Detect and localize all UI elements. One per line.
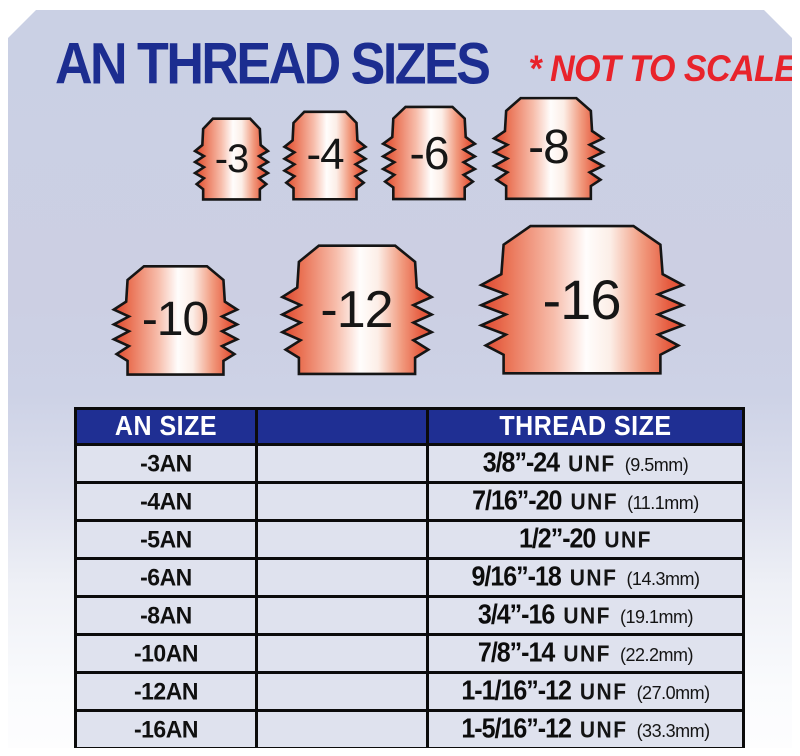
- table-row: -6AN 9/16”-18 UNF (14.3mm): [76, 559, 744, 597]
- thread-fraction: 3/4”-16: [477, 599, 555, 631]
- table-row: -8AN 3/4”-16 UNF (19.1mm): [76, 597, 744, 635]
- thread-standard: UNF: [570, 490, 619, 515]
- thread-mm-equivalent: (14.3mm): [626, 569, 700, 589]
- col-header-spacer: [256, 409, 427, 445]
- fitting-dash-16: -16: [470, 223, 694, 378]
- thread-standard: UNF: [569, 566, 618, 591]
- thread-standard: UNF: [604, 528, 652, 553]
- thread-fraction: 3/8”-24: [482, 447, 560, 479]
- background-panel: AN THREAD SIZES * NOT TO SCALE * -3 -4 -6-…: [8, 10, 792, 748]
- an-thread-size-table: AN SIZE THREAD SIZE -3AN 3/8”-24 UNF (9.5mm…: [74, 407, 745, 750]
- thread-mm-equivalent: (11.1mm): [627, 493, 699, 513]
- thread-mm-equivalent: (27.0mm): [636, 683, 710, 703]
- table-row: -16AN 1-5/16”-12 UNF (33.3mm): [76, 711, 744, 749]
- fitting-label: -12: [320, 280, 393, 339]
- thread-mm-equivalent: (9.5mm): [624, 455, 689, 475]
- thread-size-cell: 3/4”-16 UNF (19.1mm): [427, 597, 743, 635]
- an-size-cell: -16AN: [76, 711, 257, 749]
- spacer-cell: [256, 635, 427, 673]
- thread-fraction: 1-5/16”-12: [461, 713, 571, 745]
- fitting-label: -8: [528, 121, 569, 175]
- thread-fraction: 1-1/16”-12: [461, 675, 571, 707]
- table-row: -10AN 7/8”-14 UNF (22.2mm): [76, 635, 744, 673]
- thread-standard: UNF: [568, 452, 616, 477]
- spacer-cell: [256, 483, 427, 521]
- thread-fraction: 7/16”-20: [472, 485, 562, 517]
- not-to-scale-note: * NOT TO SCALE *: [528, 48, 800, 90]
- thread-fraction: 7/8”-14: [477, 637, 555, 669]
- table-row: -12AN 1-1/16”-12 UNF (27.0mm): [76, 673, 744, 711]
- thread-standard: UNF: [579, 718, 628, 743]
- thread-standard: UNF: [579, 680, 628, 705]
- fitting-shape: [107, 264, 244, 378]
- table-header: AN SIZE THREAD SIZE: [76, 409, 744, 445]
- thread-size-cell: 1-1/16”-12 UNF (27.0mm): [427, 673, 743, 711]
- thread-size-cell: 1-5/16”-12 UNF (33.3mm): [427, 711, 743, 749]
- thread-size-cell: 1/2”-20 UNF: [427, 521, 743, 559]
- fitting-dash-3: -3: [191, 117, 272, 202]
- an-size-cell: -4AN: [76, 483, 257, 521]
- an-size-cell: -3AN: [76, 445, 257, 483]
- thread-size-cell: 9/16”-18 UNF (14.3mm): [427, 559, 743, 597]
- fitting-label: -16: [542, 267, 621, 331]
- col-header-thread-size: THREAD SIZE: [427, 409, 743, 445]
- thread-mm-equivalent: (22.2mm): [619, 645, 693, 665]
- fittings-row-small: -3 -4 -6 -8: [8, 96, 792, 202]
- thread-fraction: 9/16”-18: [471, 561, 561, 593]
- spacer-cell: [256, 445, 427, 483]
- fitting-label: -3: [214, 136, 249, 181]
- an-size-cell: -10AN: [76, 635, 257, 673]
- an-size-cell: -6AN: [76, 559, 257, 597]
- fitting-shape: [470, 223, 694, 378]
- fitting-dash-12: -12: [274, 243, 440, 378]
- an-size-cell: -5AN: [76, 521, 257, 559]
- fitting-dash-8: -8: [488, 96, 609, 202]
- fittings-row-large: -10 -12 -16: [8, 223, 792, 378]
- fitting-dash-10: -10: [107, 264, 244, 378]
- thread-size-cell: 3/8”-24 UNF (9.5mm): [427, 445, 743, 483]
- table-row: -4AN 7/16”-20 UNF (11.1mm): [76, 483, 744, 521]
- an-size-cell: -8AN: [76, 597, 257, 635]
- table-row: -5AN 1/2”-20 UNF: [76, 521, 744, 559]
- spacer-cell: [256, 711, 427, 749]
- col-header-an-size: AN SIZE: [76, 409, 257, 445]
- fitting-shape: [280, 110, 370, 202]
- thread-size-cell: 7/16”-20 UNF (11.1mm): [427, 483, 743, 521]
- table-row: -3AN 3/8”-24 UNF (9.5mm): [76, 445, 744, 483]
- thread-standard: UNF: [563, 604, 611, 629]
- fitting-label: -4: [306, 130, 344, 180]
- page-title: AN THREAD SIZES: [55, 32, 489, 97]
- an-size-cell: -12AN: [76, 673, 257, 711]
- thread-mm-equivalent: (33.3mm): [636, 721, 710, 741]
- spacer-cell: [256, 521, 427, 559]
- fitting-shape: [378, 105, 480, 202]
- thread-mm-equivalent: (19.1mm): [619, 607, 693, 627]
- spacer-cell: [256, 559, 427, 597]
- fitting-shape: [274, 243, 440, 378]
- fitting-shape: [488, 96, 609, 202]
- spacer-cell: [256, 597, 427, 635]
- fitting-dash-6: -6: [378, 105, 480, 202]
- spacer-cell: [256, 673, 427, 711]
- thread-fraction: 1/2”-20: [518, 523, 596, 555]
- fitting-dash-4: -4: [280, 110, 370, 202]
- fitting-label: -6: [409, 126, 449, 179]
- fitting-label: -10: [141, 293, 209, 347]
- title-row: AN THREAD SIZES * NOT TO SCALE *: [55, 32, 772, 96]
- thread-standard: UNF: [563, 642, 611, 667]
- thread-size-cell: 7/8”-14 UNF (22.2mm): [427, 635, 743, 673]
- fitting-shape: [191, 117, 272, 202]
